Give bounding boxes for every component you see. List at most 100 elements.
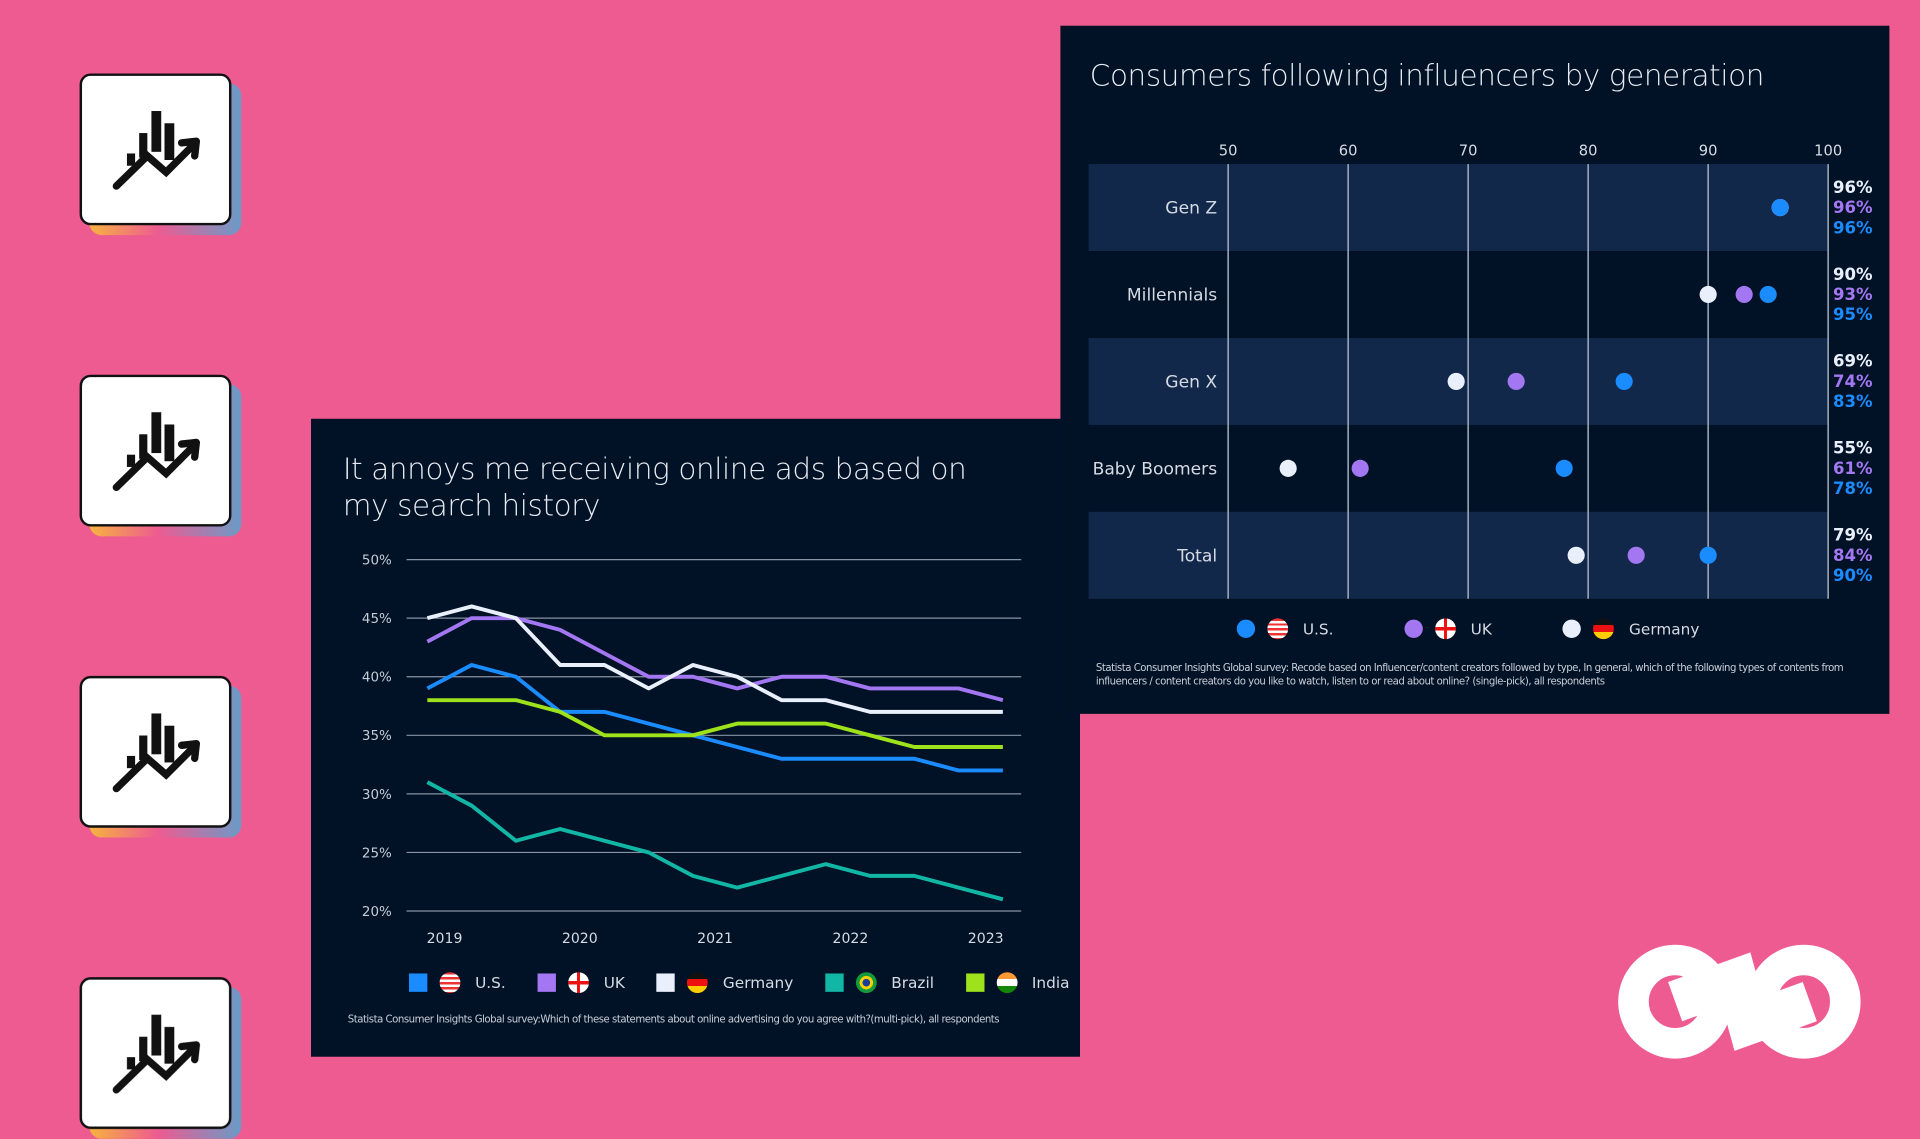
x-tick-label: 2019 xyxy=(427,931,463,947)
legend-label: India xyxy=(1031,973,1070,992)
value-label: 95% xyxy=(1833,305,1873,324)
value-label: 55% xyxy=(1833,439,1873,458)
uk-flag-icon xyxy=(1435,618,1456,640)
legend-label: Germany xyxy=(1629,619,1700,638)
row-band xyxy=(1088,164,1829,252)
value-label: 96% xyxy=(1833,198,1873,217)
series-line-us xyxy=(426,663,1003,773)
legend-item: India xyxy=(965,972,1070,994)
data-point xyxy=(1699,285,1717,304)
dot-chart-legend: U.S. UK Germany xyxy=(1236,618,1771,640)
legend-swatch xyxy=(1404,619,1423,638)
x-tick-label: 70 xyxy=(1459,143,1478,160)
line-chart-title: It annoys me receiving online ads based … xyxy=(342,451,967,523)
value-label: 78% xyxy=(1833,479,1873,498)
value-label: 96% xyxy=(1833,218,1873,237)
brazil-flag-icon xyxy=(855,972,877,994)
category-label: Gen X xyxy=(1165,373,1217,393)
us-flag-icon xyxy=(1267,618,1289,640)
y-tick-label: 40% xyxy=(362,671,392,686)
dot-chart-footnote: Statista Consumer Insights Global survey… xyxy=(1095,661,1844,687)
value-label: 96% xyxy=(1833,178,1873,197)
data-point xyxy=(1735,285,1753,304)
legend-item: U.S. xyxy=(408,972,506,994)
legend-label: Germany xyxy=(722,973,794,992)
legend-item: U.S. xyxy=(1236,618,1334,640)
value-label: 61% xyxy=(1833,459,1873,478)
uk-flag-icon xyxy=(568,972,590,994)
legend-label: UK xyxy=(1470,619,1492,638)
value-label: 74% xyxy=(1833,372,1873,391)
legend-swatch xyxy=(965,973,985,992)
legend-item: Germany xyxy=(656,972,794,994)
x-tick-label: 2021 xyxy=(697,931,733,947)
value-label: 83% xyxy=(1833,392,1873,411)
legend-label: Brazil xyxy=(891,973,934,992)
data-point xyxy=(1507,372,1525,391)
series-line-uk xyxy=(426,616,1004,703)
value-label: 90% xyxy=(1833,566,1873,585)
value-label: 69% xyxy=(1833,352,1873,371)
legend-label: U.S. xyxy=(1302,619,1334,638)
legend-item: Germany xyxy=(1562,618,1700,640)
legend-label: UK xyxy=(603,973,625,992)
dot-chart-panel: Consumers following influencers by gener… xyxy=(1060,25,1890,714)
line-chart-panel: It annoys me receiving online ads based … xyxy=(311,418,1081,1057)
data-point xyxy=(1771,198,1789,217)
x-tick-label: 2023 xyxy=(968,931,1004,947)
x-tick-label: 60 xyxy=(1339,143,1358,160)
icon-card xyxy=(79,73,242,236)
data-point xyxy=(1447,372,1465,391)
germany-flag-icon xyxy=(687,972,709,994)
x-tick-label: 90 xyxy=(1699,143,1718,160)
y-tick-label: 45% xyxy=(362,612,392,627)
legend-item: Brazil xyxy=(825,972,934,994)
legend-swatch xyxy=(656,973,676,992)
value-label: 79% xyxy=(1833,526,1873,545)
germany-flag-icon xyxy=(1593,618,1615,640)
icon-card xyxy=(79,675,242,838)
line-chart-legend: U.S. UK Germany Brazil India xyxy=(408,972,1101,994)
data-point xyxy=(1567,546,1585,564)
data-point xyxy=(1351,459,1369,477)
icon-card xyxy=(79,374,242,537)
legend-swatch xyxy=(825,973,844,992)
chart-growth-icon xyxy=(112,1014,201,1094)
y-tick-label: 30% xyxy=(362,788,392,803)
line-chart-footnote: Statista Consumer Insights Global survey… xyxy=(347,1012,1000,1025)
legend-label: U.S. xyxy=(475,973,506,992)
line-chart-plot: 50% 45% 40% 35% 30% 25% 20% 2019 2020 2021 2022 202… xyxy=(362,553,1022,947)
y-tick-label: 35% xyxy=(362,729,392,744)
value-label: 93% xyxy=(1833,285,1873,304)
data-point xyxy=(1699,546,1717,564)
chart-growth-icon xyxy=(112,111,201,190)
y-tick-label: 20% xyxy=(362,905,392,920)
x-tick-label: 50 xyxy=(1219,143,1238,160)
legend-swatch xyxy=(1562,619,1582,638)
data-point xyxy=(1627,546,1645,564)
india-flag-icon xyxy=(996,972,1018,994)
legend-swatch xyxy=(408,973,428,992)
value-label: 90% xyxy=(1833,265,1873,284)
data-point xyxy=(1279,459,1297,477)
x-tick-label: 2020 xyxy=(562,931,598,947)
x-tick-label: 80 xyxy=(1579,143,1598,160)
infinity-logo xyxy=(1618,944,1861,1059)
icon-card xyxy=(79,977,242,1139)
legend-swatch xyxy=(537,973,556,992)
category-label: Gen Z xyxy=(1165,199,1217,219)
value-label: 84% xyxy=(1833,546,1873,565)
x-tick-label: 2022 xyxy=(832,931,868,947)
legend-swatch xyxy=(1236,619,1256,638)
series-line-india xyxy=(427,698,1003,749)
y-tick-label: 25% xyxy=(362,846,392,861)
y-tick-label: 50% xyxy=(362,553,392,568)
category-label: Total xyxy=(1176,546,1217,566)
chart-growth-icon xyxy=(112,713,201,793)
dot-chart-title: Consumers following influencers by gener… xyxy=(1089,58,1765,94)
legend-item: UK xyxy=(537,972,625,994)
slide: It annoys me receiving online ads based … xyxy=(79,25,1890,1139)
x-tick-label: 100 xyxy=(1814,143,1842,160)
us-flag-icon xyxy=(439,972,461,994)
